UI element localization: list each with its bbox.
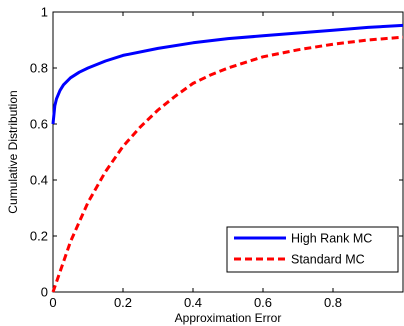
y-tick-label: 0.6 (30, 117, 48, 132)
y-axis-title: Cumulative Distribution (6, 90, 20, 213)
legend-label-high-rank-mc: High Rank MC (291, 232, 372, 246)
y-tick-label: 0.8 (30, 61, 48, 76)
y-tick-label: 0.2 (30, 229, 48, 244)
y-tick-label: 0.4 (30, 173, 48, 188)
x-tick-label: 0.4 (184, 295, 202, 310)
x-axis-title: Approximation Error (175, 311, 282, 325)
series-line-high-rank-mc (51, 23, 404, 125)
y-tick-label: 1 (41, 5, 48, 20)
x-tick-label: 0.6 (254, 295, 272, 310)
x-tick-label: 0.8 (324, 295, 342, 310)
legend-box (226, 226, 399, 273)
legend: High Rank MC Standard MC (226, 226, 399, 273)
y-tick-label: 0 (41, 285, 48, 300)
axis-ticks: 0 0.2 0.4 0.6 0.8 0 0.2 0.4 0.6 0.8 1 (30, 5, 403, 310)
x-tick-label: 0.2 (114, 295, 132, 310)
series-line-standard-mc (51, 35, 404, 293)
x-tick-label: 0 (49, 295, 56, 310)
legend-label-standard-mc: Standard MC (291, 253, 365, 267)
series-layer (51, 23, 404, 293)
